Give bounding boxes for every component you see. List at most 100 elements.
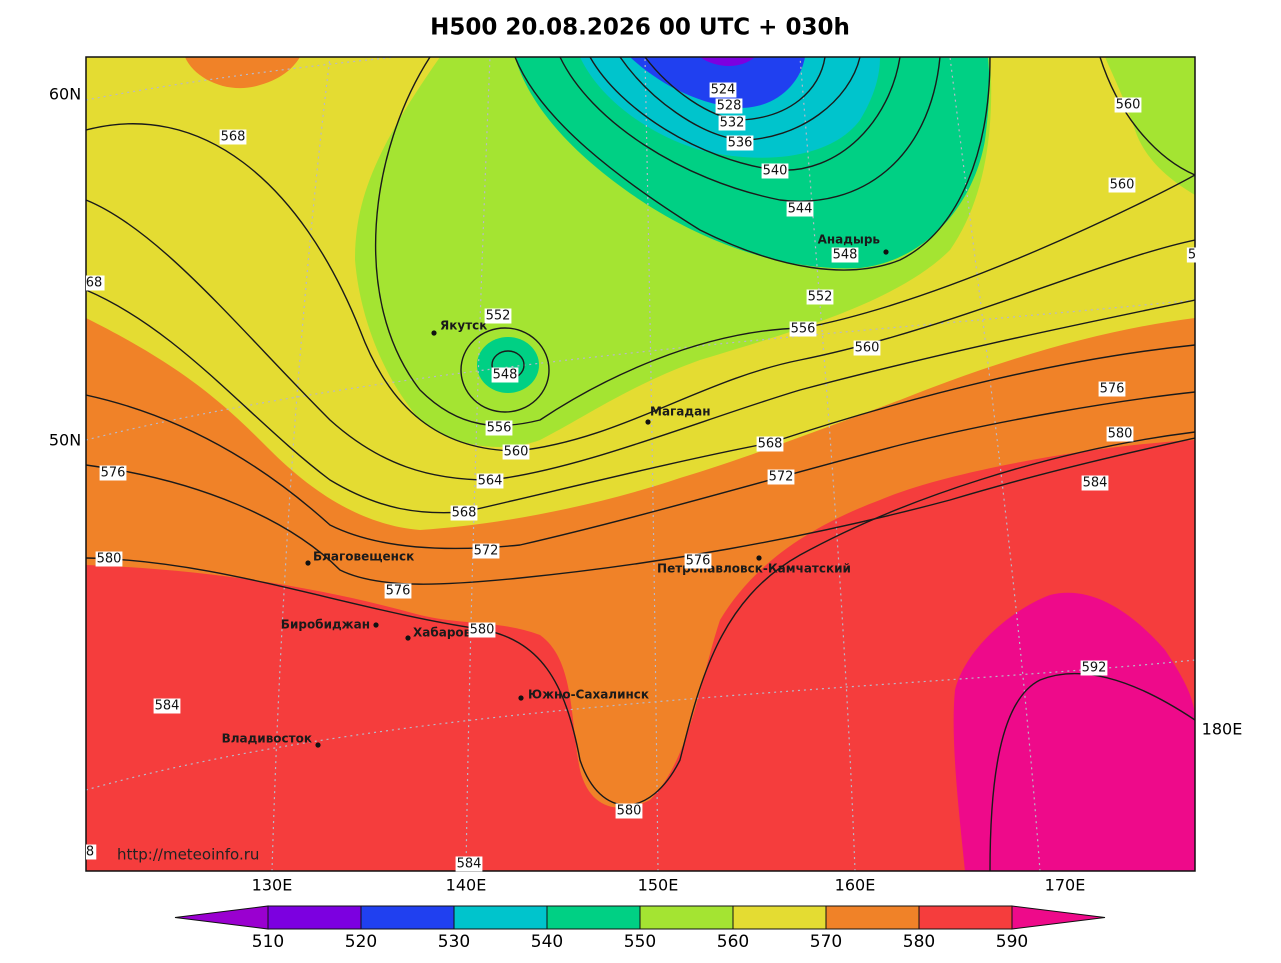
contour [86,431,1195,806]
contour-label-bg [1108,177,1136,193]
colorbar-tick-label: 530 [438,932,470,952]
contour-label-bg [484,308,512,324]
contour-label-text: 552 [486,309,511,324]
colorbar-tick-label: 540 [531,932,563,952]
contour-label-bg [455,856,483,872]
city-label: Якутск [440,319,487,333]
contour-label: 584 [455,856,483,872]
colorbar-tick-label: 520 [345,932,377,952]
contour-label-text: 560 [504,445,529,460]
contour-label-bg [485,420,513,436]
map-area [86,57,1195,871]
city-label: Анадырь [818,233,881,247]
contour-label-bg [715,98,743,114]
contour-label-text: 560 [1116,98,1141,113]
contour-label-bg [468,622,496,638]
contour-label-bg [767,469,795,485]
contour-label-bg [853,340,881,356]
contour-label-bg [1098,381,1126,397]
contour-label-text: 560 [1110,178,1135,193]
contour-label: 576 [384,583,412,599]
fill-region [953,592,1195,871]
contour-label: 560 [853,340,881,356]
contour-label-bg [95,551,123,567]
contour-label-bg [726,135,754,151]
contour-label-bg [491,367,519,383]
contour-label: 528 [715,98,743,114]
contour-label-bg [1080,660,1108,676]
lon-label: 170E [1045,876,1086,895]
fill-region [185,57,300,89]
contour-label-text: 548 [493,368,518,383]
city-label: Благовещенск [313,550,414,564]
contour-label-text: 528 [717,99,742,114]
contour-label-bg [153,698,181,714]
contour-label: 564 [476,473,504,489]
colorbar-tick-label: 580 [903,932,935,952]
contour-label: 5 [1186,247,1198,263]
contour-label: 540 [761,163,789,179]
contour [514,57,991,271]
contour [1099,57,1195,176]
contour-label: 544 [786,201,814,217]
contour-label: 572 [767,469,795,485]
city-dot [518,695,524,701]
contour-label-text: 572 [769,470,794,485]
contour-label: 576 [684,553,712,569]
contour-label-text: 568 [221,130,246,145]
contour-label-text: 580 [617,804,642,819]
contour-label-text: 564 [478,474,503,489]
lon-label: 130E [252,876,293,895]
lon-label: 150E [638,876,679,895]
colorbar-segment [453,905,548,930]
contour-label-text: 580 [470,623,495,638]
contour-label: 552 [484,308,512,324]
contour-label-text: 540 [763,164,788,179]
contour-label: 560 [1108,177,1136,193]
colorbar-segment [732,905,827,930]
contour-label-text: 592 [1082,661,1107,676]
contour-label: 584 [153,698,181,714]
contour-label: 548 [491,367,519,383]
contour-label-text: 524 [711,83,736,98]
colorbar-segment [174,905,269,930]
contour-label-bg [1081,475,1109,491]
contour [86,391,1195,550]
contour [460,327,550,413]
contour-label: 568 [756,436,784,452]
contour-label-bg [1114,97,1142,113]
contour [559,57,941,202]
city-label: Биробиджан [281,618,370,632]
contour-label: 560 [502,444,530,460]
contour-label: 580 [95,551,123,567]
contour-label: 576 [99,465,127,481]
contour-label-bg [786,201,814,217]
colorbar-segment [825,905,920,930]
fill-region [1105,57,1195,195]
title: H500 20.08.2026 00 UTC + 030h [430,15,850,41]
contour-label: 576 [1098,381,1126,397]
contour-label-text: 5 [1188,248,1196,263]
contour-label: 536 [726,135,754,151]
city-label: Южно-Сахалинск [528,688,649,702]
contour-label-text: 580 [97,552,122,567]
contour-label-bg [615,803,643,819]
contour-label: 580 [615,803,643,819]
lon-label: 140E [446,876,487,895]
city-dot [373,622,379,628]
city-dot [315,742,321,748]
contour-label: 8 [86,844,97,860]
contour [86,437,1195,585]
contour-label: 556 [789,321,817,337]
colorbar-tick-label: 560 [717,932,749,952]
contour-label: 580 [468,622,496,638]
colorbar-segment [1011,905,1106,930]
city-dot [405,635,411,641]
contour-label-text: 560 [855,341,880,356]
contour-label-bg [450,505,478,521]
contour-label-text: 584 [155,699,180,714]
contour-label: 68 [86,275,105,291]
colorbar-tick-label: 510 [252,932,284,952]
